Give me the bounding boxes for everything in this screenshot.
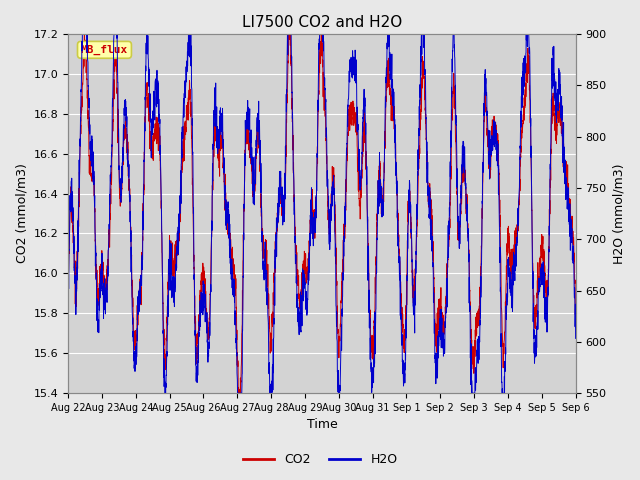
Text: MB_flux: MB_flux — [81, 45, 128, 55]
X-axis label: Time: Time — [307, 419, 337, 432]
Y-axis label: CO2 (mmol/m3): CO2 (mmol/m3) — [15, 164, 28, 264]
Title: LI7500 CO2 and H2O: LI7500 CO2 and H2O — [242, 15, 402, 30]
Y-axis label: H2O (mmol/m3): H2O (mmol/m3) — [612, 163, 625, 264]
Legend: CO2, H2O: CO2, H2O — [237, 448, 403, 471]
